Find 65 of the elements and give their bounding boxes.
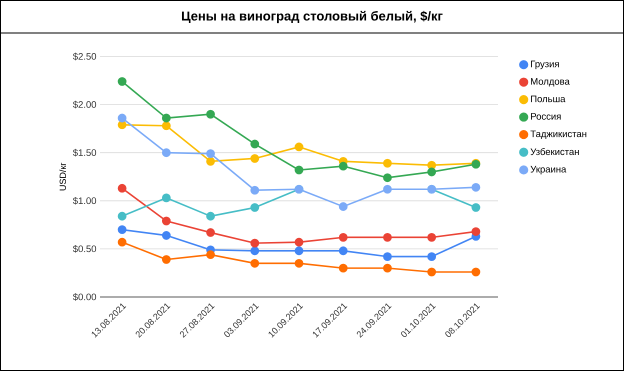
point <box>472 268 480 276</box>
point <box>294 258 304 268</box>
legend-label: Украина <box>530 166 566 174</box>
point <box>162 121 171 130</box>
point <box>338 162 348 171</box>
y-tick-label: $2.00 <box>72 100 96 108</box>
point <box>206 228 215 237</box>
legend-label: Узбекистан <box>530 148 579 156</box>
point <box>338 246 348 256</box>
legend-label: Россия <box>531 113 561 120</box>
point <box>383 184 392 194</box>
point <box>250 154 260 163</box>
point <box>162 231 171 240</box>
point <box>250 246 260 256</box>
legend-label: Таджикистан <box>530 130 586 139</box>
point <box>162 114 171 122</box>
point <box>472 203 480 212</box>
y-axis-title: USD/кг <box>59 162 66 190</box>
point <box>206 250 215 260</box>
y-tick-label: $0.00 <box>72 293 96 301</box>
y-tick-label: $2.50 <box>72 52 96 60</box>
point <box>250 238 260 248</box>
point <box>472 227 480 236</box>
point <box>294 246 304 256</box>
point <box>427 252 436 261</box>
point <box>383 252 392 261</box>
legend-label: Польша <box>531 96 566 102</box>
point <box>118 77 127 86</box>
point <box>118 225 127 234</box>
point <box>118 212 127 221</box>
point <box>472 182 480 192</box>
y-tick-label: $1.50 <box>72 148 96 157</box>
point <box>118 114 127 122</box>
legend-label: Грузия <box>531 60 559 70</box>
point <box>162 216 171 226</box>
point <box>383 232 392 242</box>
point <box>162 148 171 158</box>
point <box>338 264 348 273</box>
point <box>250 140 260 148</box>
chart-title: Цены на виноград столовый белый, $/кг <box>182 10 443 24</box>
point <box>118 184 127 193</box>
point <box>118 238 127 247</box>
point <box>427 232 436 242</box>
point <box>206 212 215 221</box>
point <box>338 232 348 242</box>
point <box>383 264 392 273</box>
point <box>383 173 392 182</box>
point <box>162 255 171 264</box>
point <box>427 168 436 176</box>
point <box>250 203 260 212</box>
point <box>206 156 215 166</box>
point <box>294 166 304 174</box>
point <box>294 238 304 247</box>
point <box>250 186 260 195</box>
point <box>206 110 215 119</box>
point <box>294 142 304 152</box>
point <box>206 149 215 158</box>
point <box>427 268 436 276</box>
y-tick-label: $1.00 <box>72 196 96 205</box>
point <box>162 194 171 202</box>
point <box>383 158 392 168</box>
point <box>338 202 348 211</box>
y-tick-label: $0.50 <box>72 245 96 253</box>
legend-label: Молдова <box>531 78 570 87</box>
point <box>250 258 260 268</box>
